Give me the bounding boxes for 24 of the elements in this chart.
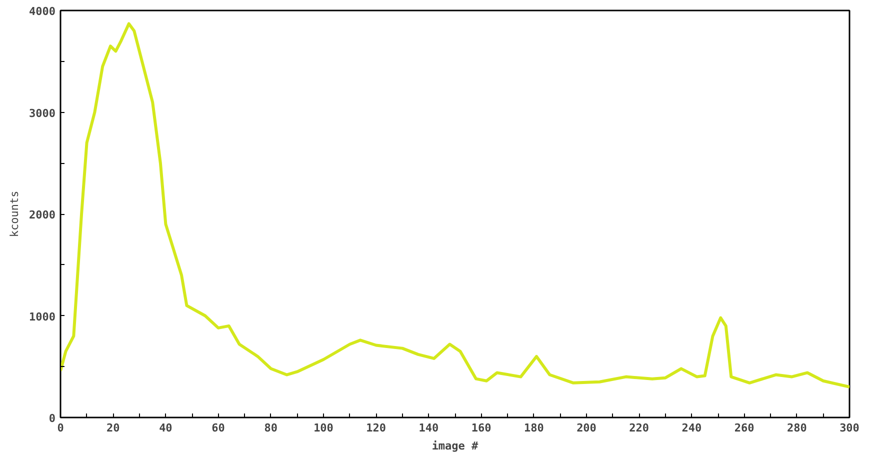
x-tick-label: 160: [471, 422, 492, 434]
x-tick-label: 260: [734, 422, 754, 434]
y-tick-label: 3000: [29, 106, 56, 120]
x-tick-label: 80: [264, 422, 278, 434]
x-tick-label: 300: [840, 422, 860, 434]
x-tick-label: 240: [682, 422, 702, 434]
x-tick-label: 40: [159, 422, 172, 434]
x-tick-label: 60: [212, 422, 225, 434]
x-tick-label: 220: [629, 422, 650, 434]
x-tick-label: 200: [576, 422, 596, 434]
x-tick-label: 20: [106, 422, 120, 434]
x-axis-title: image #: [432, 440, 479, 452]
x-tick-label: 0: [57, 422, 64, 434]
x-tick-label: 100: [314, 422, 334, 434]
x-tick-label: 140: [418, 422, 439, 434]
y-tick-label: 1000: [29, 310, 56, 324]
x-tick-label: 120: [366, 422, 386, 434]
y-tick-label: 0: [48, 412, 56, 425]
y-tick-label: 2000: [29, 208, 56, 222]
y-axis-title: kcounts: [8, 190, 22, 238]
line-series: [60, 22, 850, 388]
x-tick-label: 280: [786, 422, 807, 434]
y-tick-label: 4000: [29, 5, 56, 18]
x-tick-label: 180: [524, 422, 544, 434]
